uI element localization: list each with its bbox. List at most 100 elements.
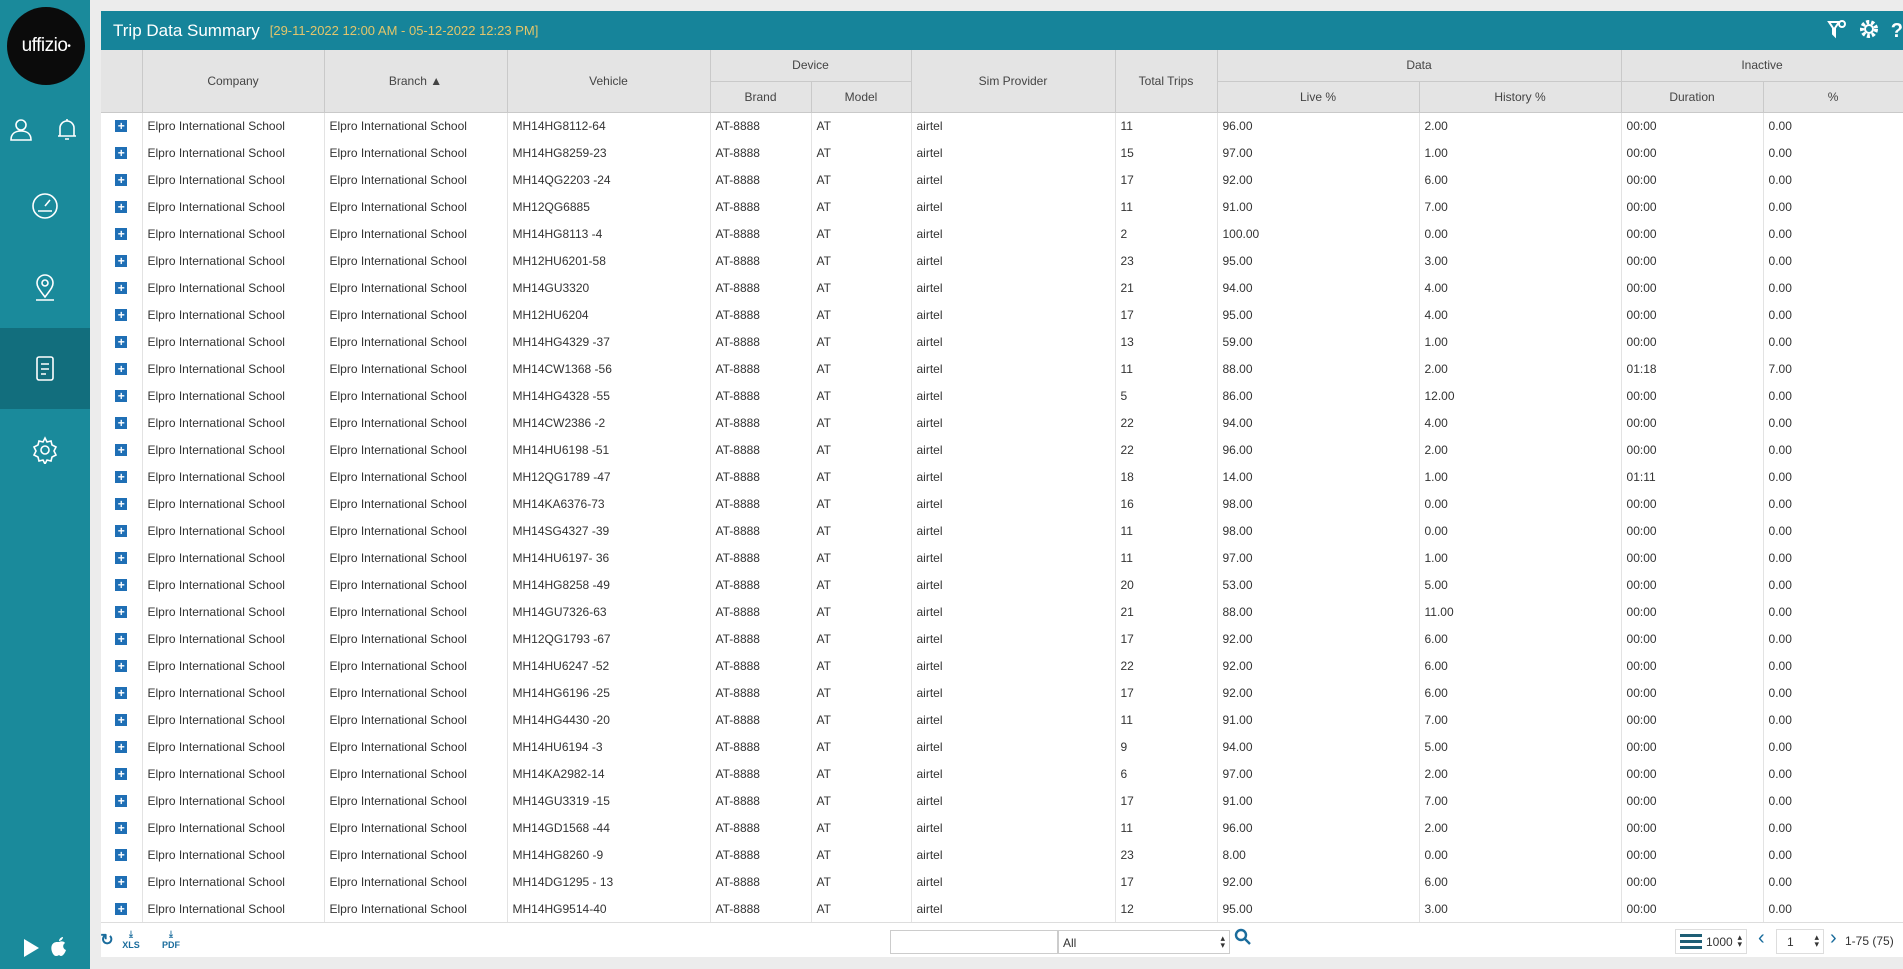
xls-download-button[interactable]: ⤓ XLS: [119, 929, 143, 950]
table-row[interactable]: + Elpro International School Elpro Interna…: [101, 490, 1903, 517]
table-row[interactable]: + Elpro International School Elpro Interna…: [101, 652, 1903, 679]
header-history-pct[interactable]: History %: [1419, 81, 1622, 113]
expand-icon[interactable]: +: [115, 578, 128, 591]
table-row[interactable]: + Elpro International School Elpro Interna…: [101, 193, 1903, 220]
expand-icon[interactable]: +: [115, 821, 128, 834]
expand-icon[interactable]: +: [115, 497, 128, 510]
header-inactive-pct[interactable]: %: [1763, 81, 1903, 113]
table-row[interactable]: + Elpro International School Elpro Interna…: [101, 733, 1903, 760]
table-row[interactable]: + Elpro International School Elpro Interna…: [101, 868, 1903, 895]
expand-icon[interactable]: +: [115, 308, 128, 321]
expand-icon[interactable]: +: [115, 200, 128, 213]
table-row[interactable]: + Elpro International School Elpro Interna…: [101, 760, 1903, 787]
expand-icon[interactable]: +: [115, 605, 128, 618]
cell-vehicle: MH14HU6247 -52: [507, 652, 711, 679]
expand-icon[interactable]: +: [115, 848, 128, 861]
filter-icon[interactable]: [1826, 19, 1847, 44]
table-row[interactable]: + Elpro International School Elpro Interna…: [101, 787, 1903, 814]
header-total-trips[interactable]: Total Trips: [1115, 50, 1218, 113]
header-branch[interactable]: Branch ▲: [324, 50, 508, 113]
table-row[interactable]: + Elpro International School Elpro Interna…: [101, 706, 1903, 733]
page-select[interactable]: 1 ▴ ▾: [1776, 929, 1824, 954]
table-row[interactable]: + Elpro International School Elpro Interna…: [101, 571, 1903, 598]
expand-icon[interactable]: +: [115, 389, 128, 402]
header-vehicle[interactable]: Vehicle: [507, 50, 711, 113]
expand-icon[interactable]: +: [115, 335, 128, 348]
table-row[interactable]: + Elpro International School Elpro Interna…: [101, 895, 1903, 922]
table-row[interactable]: + Elpro International School Elpro Interna…: [101, 274, 1903, 301]
map-pin-icon[interactable]: [30, 273, 60, 303]
expand-cell: +: [101, 895, 143, 922]
expand-icon[interactable]: +: [115, 713, 128, 726]
logo[interactable]: uffizio •: [7, 7, 85, 85]
expand-icon[interactable]: +: [115, 227, 128, 240]
table-row[interactable]: + Elpro International School Elpro Interna…: [101, 517, 1903, 544]
table-row[interactable]: + Elpro International School Elpro Interna…: [101, 139, 1903, 166]
table-row[interactable]: + Elpro International School Elpro Interna…: [101, 166, 1903, 193]
header-live-pct[interactable]: Live %: [1217, 81, 1420, 113]
table-row[interactable]: + Elpro International School Elpro Interna…: [101, 598, 1903, 625]
expand-icon[interactable]: +: [115, 794, 128, 807]
settings-icon[interactable]: [30, 435, 60, 465]
table-row[interactable]: + Elpro International School Elpro Interna…: [101, 301, 1903, 328]
filter-select[interactable]: All ▴ ▾: [1058, 930, 1230, 954]
search-icon[interactable]: [1234, 928, 1252, 951]
dashboard-icon[interactable]: [30, 191, 60, 221]
expand-icon[interactable]: +: [115, 254, 128, 267]
header-model[interactable]: Model: [811, 81, 912, 113]
next-page-icon[interactable]: ›: [1830, 927, 1837, 949]
table-row[interactable]: + Elpro International School Elpro Interna…: [101, 328, 1903, 355]
table-row[interactable]: + Elpro International School Elpro Interna…: [101, 355, 1903, 382]
cell-history-pct: 6.00: [1419, 868, 1622, 895]
expand-icon[interactable]: +: [115, 362, 128, 375]
table-row[interactable]: + Elpro International School Elpro Interna…: [101, 382, 1903, 409]
pdf-download-button[interactable]: ⤓ PDF: [159, 929, 183, 950]
report-icon[interactable]: [30, 354, 60, 384]
header-sim-provider[interactable]: Sim Provider: [911, 50, 1116, 113]
table-row[interactable]: + Elpro International School Elpro Interna…: [101, 436, 1903, 463]
apple-icon[interactable]: [44, 932, 74, 962]
expand-icon[interactable]: +: [115, 119, 128, 132]
header-inactive-duration[interactable]: Duration: [1621, 81, 1764, 113]
table-row[interactable]: + Elpro International School Elpro Interna…: [101, 247, 1903, 274]
table-row[interactable]: + Elpro International School Elpro Interna…: [101, 112, 1903, 139]
page-size-select[interactable]: 1000 ▴ ▾: [1675, 929, 1747, 954]
header-company[interactable]: Company: [142, 50, 325, 113]
user-icon[interactable]: [6, 114, 36, 144]
help-icon[interactable]: ?: [1890, 20, 1903, 42]
cell-vehicle: MH14HG4430 -20: [507, 706, 711, 733]
table-row[interactable]: + Elpro International School Elpro Interna…: [101, 841, 1903, 868]
expand-icon[interactable]: +: [115, 659, 128, 672]
expand-icon[interactable]: +: [115, 740, 128, 753]
expand-icon[interactable]: +: [115, 173, 128, 186]
table-row[interactable]: + Elpro International School Elpro Interna…: [101, 814, 1903, 841]
table-row[interactable]: + Elpro International School Elpro Interna…: [101, 409, 1903, 436]
expand-icon[interactable]: +: [115, 875, 128, 888]
table-row[interactable]: + Elpro International School Elpro Interna…: [101, 220, 1903, 247]
table-row[interactable]: + Elpro International School Elpro Interna…: [101, 544, 1903, 571]
header-brand[interactable]: Brand: [710, 81, 812, 113]
expand-icon[interactable]: +: [115, 443, 128, 456]
table-row[interactable]: + Elpro International School Elpro Interna…: [101, 679, 1903, 706]
bell-icon[interactable]: [52, 114, 82, 144]
cell-history-pct: 6.00: [1419, 679, 1622, 706]
expand-icon[interactable]: +: [115, 281, 128, 294]
expand-icon[interactable]: +: [115, 686, 128, 699]
expand-icon[interactable]: +: [115, 902, 128, 915]
expand-icon[interactable]: +: [115, 632, 128, 645]
expand-icon[interactable]: +: [115, 551, 128, 564]
cell-vehicle: MH14HG8260 -9: [507, 841, 711, 868]
gear-icon[interactable]: [1859, 19, 1879, 44]
expand-icon[interactable]: +: [115, 416, 128, 429]
table-row[interactable]: + Elpro International School Elpro Interna…: [101, 463, 1903, 490]
prev-page-icon[interactable]: ‹: [1758, 927, 1765, 949]
expand-icon[interactable]: +: [115, 767, 128, 780]
expand-icon[interactable]: +: [115, 470, 128, 483]
refresh-icon[interactable]: ↻: [100, 932, 114, 949]
play-store-icon[interactable]: [16, 933, 46, 963]
table-row[interactable]: + Elpro International School Elpro Interna…: [101, 625, 1903, 652]
expand-icon[interactable]: +: [115, 524, 128, 537]
expand-cell: +: [101, 733, 143, 760]
expand-icon[interactable]: +: [115, 146, 128, 159]
search-input[interactable]: [890, 930, 1058, 954]
